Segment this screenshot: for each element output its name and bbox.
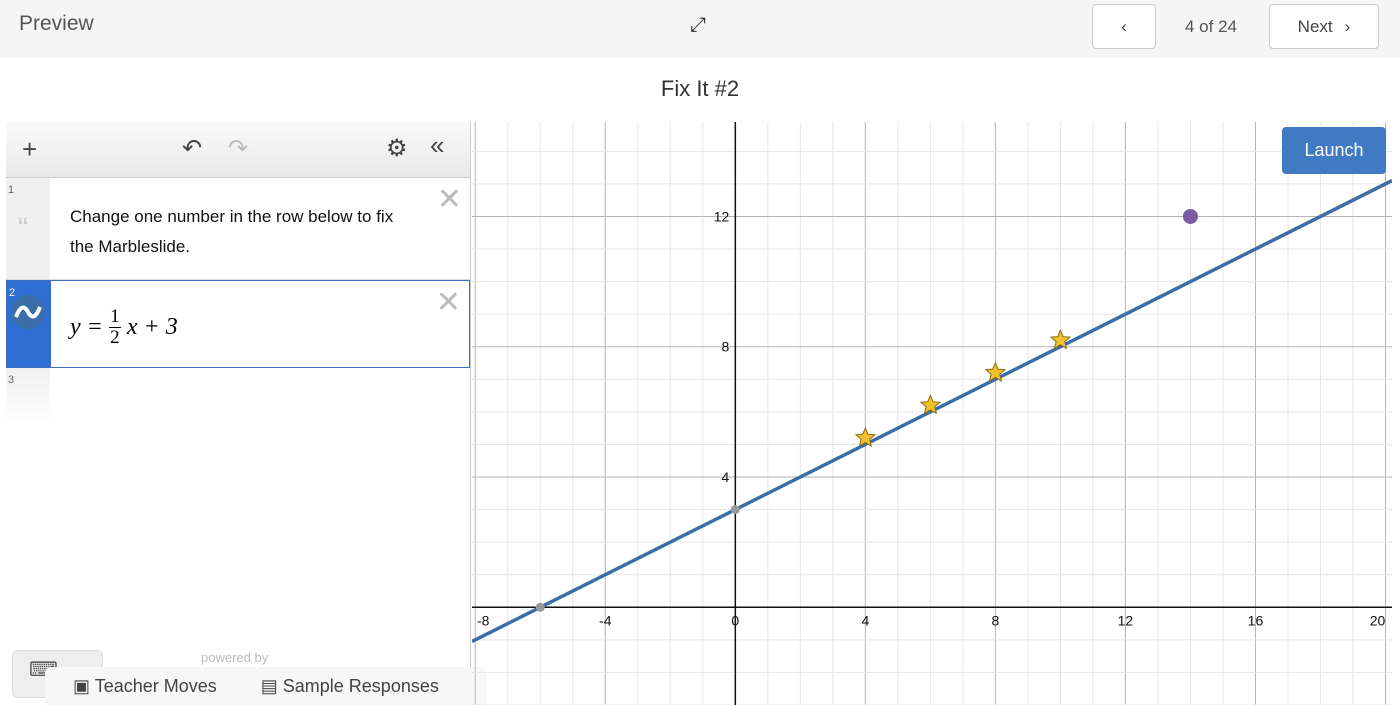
- delete-icon[interactable]: ✕: [436, 183, 462, 216]
- previous-button[interactable]: ‹: [1092, 4, 1156, 49]
- graph-canvas[interactable]: -8 -4 0 4 8 12 16 20 4 8 12: [472, 122, 1392, 705]
- y-tick-label: 4: [722, 469, 730, 485]
- x-tick-label: 16: [1248, 612, 1264, 628]
- row-number: 1: [8, 184, 15, 196]
- x-tick-label: 12: [1118, 612, 1134, 628]
- star: [919, 394, 942, 415]
- bottom-tabs: ▣ Teacher Moves ▤ Sample Responses: [45, 667, 486, 705]
- quote-icon: “: [18, 212, 28, 245]
- y-tick-label: 8: [722, 339, 730, 355]
- expand-icon[interactable]: ⤢: [690, 14, 706, 36]
- note-row[interactable]: 1 “ Change one number in the row below to…: [6, 178, 470, 280]
- numerator: 1: [110, 306, 120, 327]
- star: [1049, 328, 1072, 350]
- empty-row[interactable]: 3: [6, 368, 470, 428]
- math-lhs: y =: [70, 314, 103, 340]
- sample-responses-label: Sample Responses: [282, 675, 439, 696]
- collapse-icon[interactable]: «: [430, 130, 445, 160]
- gear-icon[interactable]: ⚙: [386, 135, 408, 162]
- denominator: 2: [110, 327, 120, 348]
- powered-by: powered by: [201, 650, 269, 665]
- teacher-moves-label: Teacher Moves: [94, 675, 217, 696]
- intercept-point: [535, 602, 545, 612]
- x-tick-label: -4: [599, 612, 612, 628]
- wave-icon[interactable]: [11, 295, 45, 329]
- launch-button[interactable]: Launch: [1282, 127, 1386, 174]
- x-tick-label: 4: [861, 612, 869, 628]
- target-point: [1182, 208, 1198, 224]
- top-bar: Preview ⤢ ‹ 4 of 24 Next ›: [0, 0, 1400, 58]
- expression-panel: + ↶ ↷ ⚙ « 1 “ Change one number in the ro…: [6, 122, 471, 705]
- x-tick-label: 20: [1370, 612, 1386, 628]
- sample-responses-tab[interactable]: ▤ Sample Responses: [260, 675, 439, 696]
- x-tick-label: 8: [991, 612, 999, 628]
- next-label: Next: [1297, 16, 1333, 36]
- row-number: 3: [8, 374, 15, 386]
- row-number: 2: [9, 287, 16, 299]
- slide-title: Fix It #2: [660, 76, 740, 101]
- preview-title: Preview: [19, 12, 94, 35]
- teacher-moves-tab[interactable]: ▣ Teacher Moves: [73, 675, 217, 696]
- star: [984, 361, 1007, 382]
- note-text: Change one number in the row below to fi…: [70, 207, 394, 256]
- x-tick-label: 0: [731, 612, 739, 628]
- page-counter: 4 of 24: [1185, 17, 1237, 36]
- chevron-left-icon: ‹: [1121, 16, 1127, 36]
- chevron-right-icon: ›: [1344, 16, 1351, 36]
- redo-icon[interactable]: ↷: [228, 135, 249, 162]
- next-button[interactable]: Next ›: [1269, 4, 1379, 49]
- undo-icon[interactable]: ↶: [182, 135, 203, 162]
- intercept-point: [730, 505, 740, 515]
- x-tick-label: -8: [477, 612, 490, 628]
- y-tick-label: 12: [714, 208, 730, 224]
- delete-icon[interactable]: ✕: [435, 286, 461, 319]
- star: [854, 426, 877, 448]
- math-rest: x + 3: [126, 314, 178, 340]
- plus-icon[interactable]: +: [22, 134, 38, 164]
- expression-toolbar: + ↶ ↷ ⚙ «: [6, 122, 470, 178]
